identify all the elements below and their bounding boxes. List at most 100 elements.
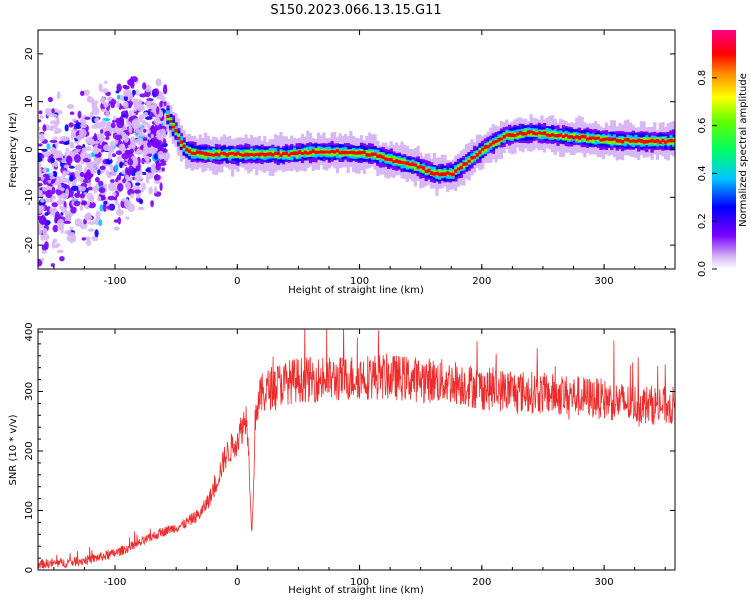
spectrogram-pixel: [115, 178, 119, 182]
spectrogram-pixel: [239, 153, 243, 157]
spectrogram-pixel: [103, 101, 109, 108]
spectrogram-pixel: [263, 152, 267, 157]
spectrogram-xtick-label: 300: [595, 276, 614, 287]
spectrogram-pixel: [233, 152, 237, 157]
spectrogram-pixel: [292, 151, 296, 155]
spectrogram-pixel: [63, 220, 72, 224]
spectrogram-pixel: [623, 138, 627, 142]
spectrogram-pixel: [150, 200, 154, 208]
spectrogram-pixel: [148, 141, 152, 146]
spectrogram-pixel: [153, 140, 162, 148]
spectrogram-pixel: [338, 151, 342, 155]
spectrogram-pixel: [38, 119, 42, 123]
spectrogram-pixel: [314, 150, 318, 154]
spectrogram-pixel: [125, 150, 131, 155]
spectrogram-pixel: [564, 133, 568, 141]
spectrogram-pixel: [138, 132, 145, 137]
spectrogram-pixel: [104, 183, 107, 189]
spectrogram-pixel: [98, 187, 106, 194]
spectrogram-xtick-label: 0: [234, 276, 240, 287]
spectrogram-pixel: [137, 206, 145, 211]
spectrogram-pixel: [424, 169, 428, 173]
spectrogram-pixel: [98, 219, 103, 226]
spectrogram-pixel: [604, 137, 608, 141]
spectrogram-pixel: [411, 162, 415, 167]
spectrogram-pixel: [145, 168, 151, 173]
spectrogram-pixel: [52, 244, 59, 249]
spectrogram-pixel: [637, 138, 641, 143]
spectrogram-pixel: [164, 155, 169, 162]
spectrogram-pixel: [69, 141, 75, 149]
spectrogram-pixel: [117, 174, 122, 181]
spectrogram-pixel: [62, 141, 70, 145]
spectrogram-pixel: [86, 200, 91, 207]
spectrogram-pixel: [664, 140, 668, 144]
spectrogram-pixel: [126, 89, 133, 97]
spectrogram-pixel: [171, 125, 175, 129]
snr-plot-area: [38, 329, 675, 569]
spectrogram-pixel: [57, 183, 62, 190]
spectrogram-pixel: [489, 143, 493, 147]
spectrogram-pixel: [319, 150, 323, 154]
spectrogram-pixel: [80, 90, 85, 97]
spectrogram-pixel: [185, 148, 189, 152]
spectrogram-pixel: [46, 168, 50, 173]
spectrogram-pixel: [79, 171, 85, 178]
spectrogram-pixel: [87, 228, 95, 232]
spectrogram-pixel: [405, 161, 409, 166]
spectrogram-pixel: [362, 151, 366, 155]
spectrogram-pixel: [155, 130, 161, 136]
spectrogram-pixel: [106, 205, 114, 210]
spectrogram-pixel: [106, 173, 112, 179]
spectrogram-pixel: [672, 139, 675, 143]
spectrogram-pixel: [545, 133, 549, 137]
spectrogram-pixel: [143, 128, 147, 133]
spectrogram-pixel: [279, 153, 283, 157]
spectrogram-pixel: [128, 125, 133, 134]
spectrogram-pixel: [69, 226, 74, 231]
spectrogram-pixel: [78, 186, 86, 192]
spectrogram-pixel: [661, 138, 665, 143]
spectrogram-pixel: [249, 152, 253, 156]
spectrogram-pixel: [74, 174, 80, 178]
spectrogram-pixel: [265, 152, 270, 156]
spectrogram-pixel: [101, 88, 109, 94]
colorbar-tick-label: 0.0: [697, 261, 708, 277]
spectrogram-pixel: [639, 139, 643, 143]
spectrogram-pixel: [102, 203, 107, 212]
spectrogram-pixel: [127, 121, 132, 128]
spectrogram-pixel: [103, 144, 111, 152]
spectrogram-pixel: [139, 198, 144, 205]
spectrogram-pixel: [143, 111, 149, 118]
spectrogram-pixel: [38, 201, 46, 206]
spectrogram-pixel: [136, 98, 143, 105]
spectrogram-pixel: [612, 137, 617, 141]
spectrogram-pixel: [48, 126, 53, 131]
spectrogram-pixel: [68, 150, 74, 156]
spectrogram-pixel: [45, 189, 53, 199]
spectrogram-pixel: [438, 172, 442, 177]
spectrogram-pixel: [505, 133, 509, 137]
spectrogram-pixel: [111, 153, 117, 158]
spectrogram-pixel: [46, 151, 51, 156]
spectrogram-pixel: [473, 155, 477, 159]
spectrogram-pixel: [389, 157, 393, 162]
spectrogram-pixel: [42, 233, 50, 241]
spectrogram-pixel: [156, 106, 160, 115]
spectrogram-pixel: [125, 216, 130, 220]
spectrogram-pixel: [626, 138, 630, 142]
spectrogram-pixel: [93, 140, 100, 145]
spectrogram-pixel: [212, 153, 216, 157]
spectrogram-pixel: [206, 152, 210, 157]
spectrogram-pixel: [113, 226, 120, 231]
spectrogram-pixel: [65, 148, 70, 152]
spectrogram-pixel: [322, 150, 326, 154]
spectrogram-pixel: [430, 171, 434, 176]
spectrogram-pixel: [81, 237, 87, 241]
spectrogram-pixel: [43, 166, 48, 174]
spectrogram-pixel: [70, 232, 76, 236]
spectrogram-pixel: [42, 124, 47, 132]
spectrogram-pixel: [179, 140, 183, 144]
spectrogram-pixel: [607, 137, 611, 141]
spectrogram-pixel: [276, 151, 280, 156]
